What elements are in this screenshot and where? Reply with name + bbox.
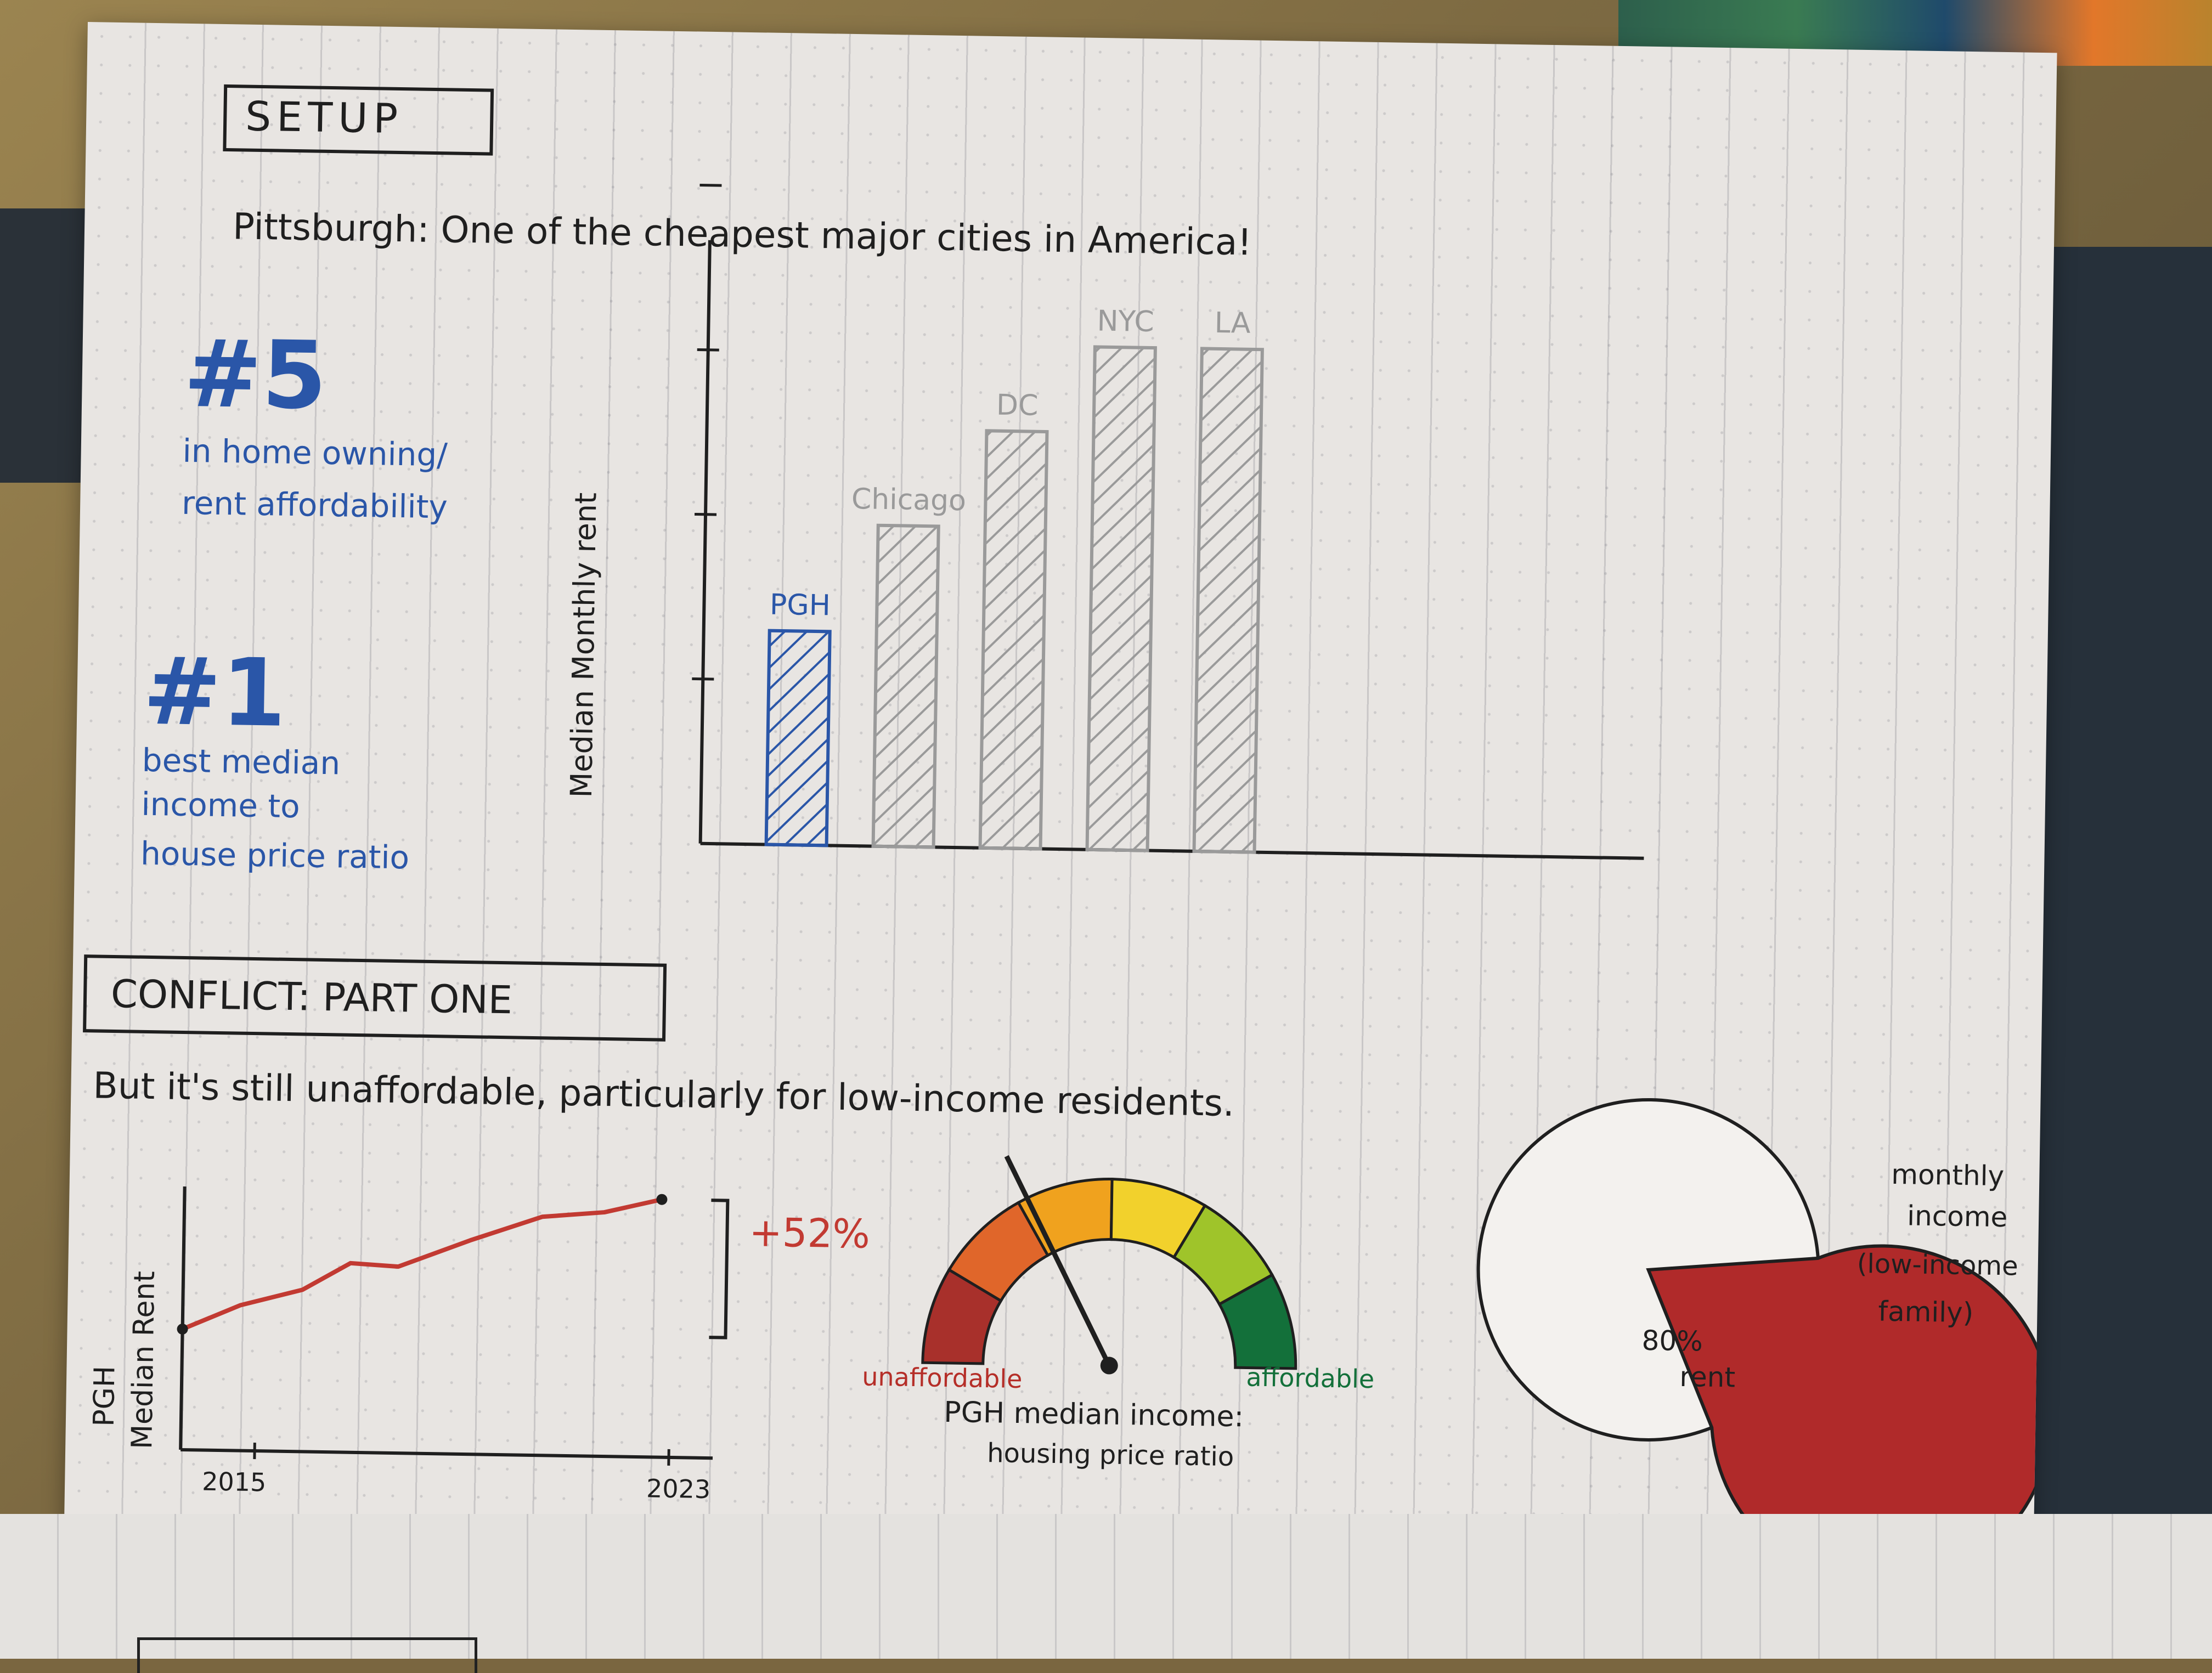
pie-outside-3: (low-income (1857, 1248, 2018, 1282)
pie-outside-2: income (1907, 1200, 2008, 1233)
laptop-edge-left (0, 208, 88, 483)
laptop-edge (2030, 247, 2212, 1563)
pie-label-1: 80% (1641, 1325, 1703, 1358)
pie-outside-1: monthly (1891, 1158, 2005, 1192)
pie-chart (64, 22, 2057, 1556)
next-page-heading-box (137, 1637, 477, 1673)
notebook-page: SETUP Pittsburgh: One of the cheapest ma… (64, 22, 2057, 1556)
pie-label-2: rent (1679, 1361, 1735, 1394)
pie-outside-4: family) (1878, 1296, 1974, 1329)
